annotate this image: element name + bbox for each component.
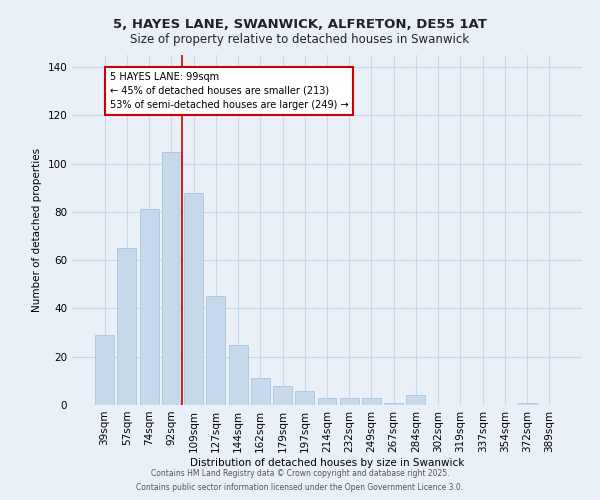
Bar [118,248,136,405]
Y-axis label: Number of detached properties: Number of detached properties [32,148,42,312]
Bar [206,296,225,405]
Bar [273,386,292,405]
Bar [184,192,203,405]
Text: 5, HAYES LANE, SWANWICK, ALFRETON, DE55 1AT: 5, HAYES LANE, SWANWICK, ALFRETON, DE55 … [113,18,487,30]
Text: 5 HAYES LANE: 99sqm
← 45% of detached houses are smaller (213)
53% of semi-detac: 5 HAYES LANE: 99sqm ← 45% of detached ho… [110,72,348,110]
Text: Contains HM Land Registry data © Crown copyright and database right 2025.: Contains HM Land Registry data © Crown c… [151,468,449,477]
Bar [140,210,158,405]
Bar [162,152,181,405]
Text: Size of property relative to detached houses in Swanwick: Size of property relative to detached ho… [130,32,470,46]
Bar [317,398,337,405]
Bar [229,344,248,405]
Bar [95,335,114,405]
X-axis label: Distribution of detached houses by size in Swanwick: Distribution of detached houses by size … [190,458,464,468]
Bar [384,402,403,405]
Bar [340,398,359,405]
Text: Contains public sector information licensed under the Open Government Licence 3.: Contains public sector information licen… [136,484,464,492]
Bar [362,398,381,405]
Bar [295,390,314,405]
Bar [251,378,270,405]
Bar [518,402,536,405]
Bar [406,396,425,405]
